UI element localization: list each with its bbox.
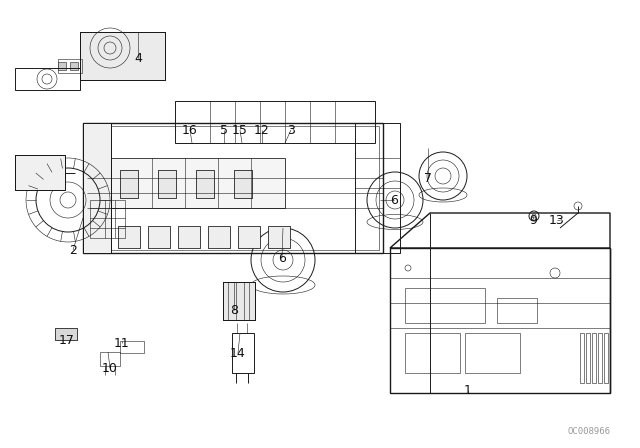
Bar [158,170,176,198]
Bar [178,226,200,248]
Bar [110,158,285,208]
Bar [83,123,111,253]
Bar [465,333,520,373]
Text: 3: 3 [287,124,295,137]
Bar [405,333,460,373]
Text: 6: 6 [278,251,286,264]
Bar [196,170,214,198]
Bar [405,288,485,323]
Bar [90,200,125,238]
Text: 7: 7 [424,172,432,185]
Bar [15,68,80,90]
Bar [118,226,140,248]
Text: 9: 9 [529,214,537,227]
Bar [80,32,165,80]
Bar [390,248,610,393]
Text: 17: 17 [59,333,75,346]
Text: 1: 1 [464,383,472,396]
Text: 11: 11 [114,336,130,349]
Bar [118,226,140,248]
Bar [497,298,537,323]
Bar [80,32,165,80]
Bar [55,328,77,340]
Bar [598,333,602,383]
Bar [148,226,170,248]
Bar [234,170,252,198]
Text: 14: 14 [230,346,246,359]
Bar [70,62,78,70]
Bar [110,158,285,208]
Bar [268,226,290,248]
Text: 6: 6 [390,194,398,207]
Bar [580,333,584,383]
Bar [238,226,260,248]
Bar [223,282,255,320]
Bar [592,333,596,383]
Bar [120,170,138,198]
Bar [58,62,66,70]
Text: 10: 10 [102,362,118,375]
Bar [268,226,290,248]
Text: OC008966: OC008966 [567,427,610,436]
Bar [15,155,65,190]
Bar [83,123,383,253]
Bar [234,170,252,198]
Bar [158,170,176,198]
Bar [208,226,230,248]
Bar [586,333,590,383]
Text: 15: 15 [232,124,248,137]
Bar [58,59,82,73]
Bar [232,333,254,373]
Bar [604,333,608,383]
Bar [87,126,379,250]
Text: 16: 16 [182,124,198,137]
Bar [100,352,120,366]
Text: 13: 13 [549,214,565,227]
Text: 8: 8 [230,303,238,316]
Bar [208,226,230,248]
Bar [83,123,111,253]
Bar [120,341,144,353]
Text: 4: 4 [134,52,142,65]
Bar [223,282,255,320]
Bar [175,101,375,143]
Bar [55,328,77,340]
Text: 12: 12 [254,124,270,137]
Bar [178,226,200,248]
Bar [120,170,138,198]
Text: 5: 5 [220,124,228,137]
Bar [148,226,170,248]
Bar [238,226,260,248]
Bar [15,155,65,190]
Bar [355,123,400,253]
Text: 2: 2 [69,244,77,257]
Bar [196,170,214,198]
